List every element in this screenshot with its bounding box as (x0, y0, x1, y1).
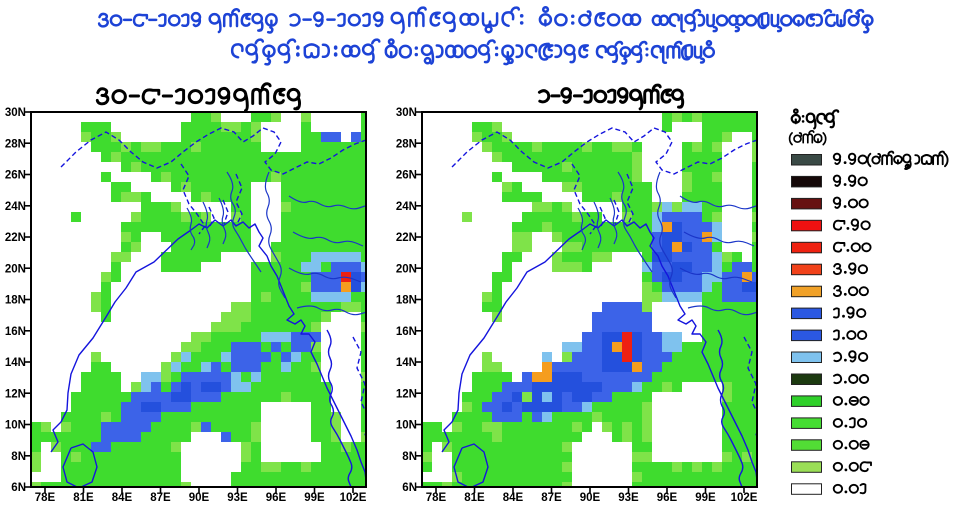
svg-text:81E: 81E (73, 492, 94, 504)
svg-text:28N: 28N (5, 138, 26, 150)
svg-text:18N: 18N (5, 295, 26, 307)
svg-text:90E: 90E (189, 492, 210, 504)
svg-text:10N: 10N (396, 420, 417, 432)
svg-text:78E: 78E (35, 492, 56, 504)
svg-text:26N: 26N (5, 170, 26, 182)
svg-text:6N: 6N (11, 482, 26, 494)
svg-text:24N: 24N (5, 201, 26, 213)
svg-text:10N: 10N (5, 420, 26, 432)
svg-text:18N: 18N (396, 295, 417, 307)
svg-text:12N: 12N (396, 388, 417, 400)
svg-text:99E: 99E (695, 492, 716, 504)
svg-text:90E: 90E (580, 492, 601, 504)
svg-text:14N: 14N (5, 357, 26, 369)
svg-text:6N: 6N (402, 482, 417, 494)
svg-text:16N: 16N (396, 326, 417, 338)
svg-text:84E: 84E (112, 492, 133, 504)
svg-text:102E: 102E (731, 492, 758, 504)
svg-text:93E: 93E (227, 492, 248, 504)
svg-text:22N: 22N (396, 232, 417, 244)
svg-text:22N: 22N (5, 232, 26, 244)
svg-text:81E: 81E (464, 492, 485, 504)
svg-text:30N: 30N (396, 107, 417, 119)
svg-text:96E: 96E (266, 492, 287, 504)
svg-text:93E: 93E (618, 492, 639, 504)
svg-text:8N: 8N (11, 451, 26, 463)
svg-text:8N: 8N (402, 451, 417, 463)
svg-text:96E: 96E (657, 492, 678, 504)
svg-text:24N: 24N (396, 201, 417, 213)
svg-text:28N: 28N (396, 138, 417, 150)
svg-text:99E: 99E (304, 492, 325, 504)
svg-text:20N: 20N (396, 263, 417, 275)
svg-text:87E: 87E (541, 492, 562, 504)
svg-text:14N: 14N (396, 357, 417, 369)
svg-text:12N: 12N (5, 388, 26, 400)
svg-text:87E: 87E (150, 492, 171, 504)
svg-text:102E: 102E (340, 492, 367, 504)
svg-text:84E: 84E (503, 492, 524, 504)
svg-text:30N: 30N (5, 107, 26, 119)
svg-text:20N: 20N (5, 263, 26, 275)
svg-text:78E: 78E (426, 492, 447, 504)
svg-text:26N: 26N (396, 170, 417, 182)
svg-text:16N: 16N (5, 326, 26, 338)
